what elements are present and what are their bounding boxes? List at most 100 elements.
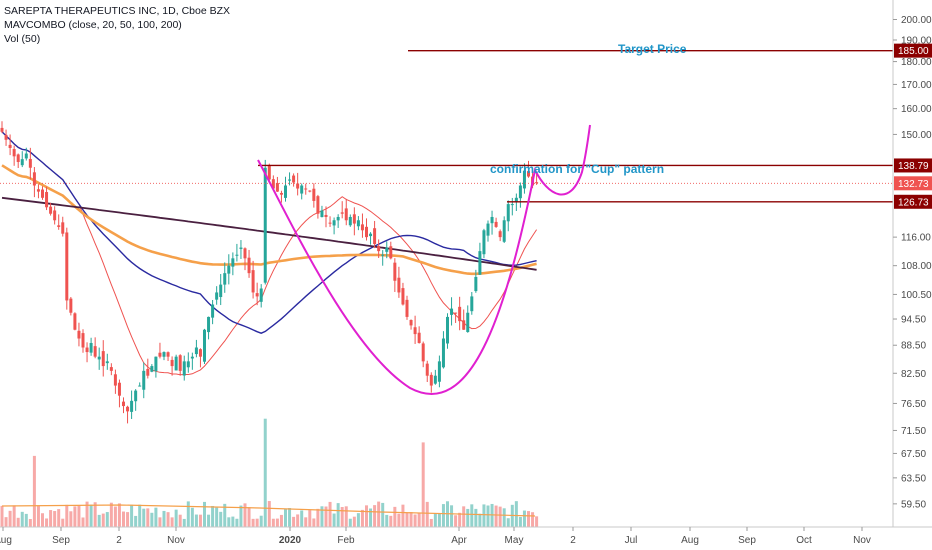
candle-body: [486, 223, 490, 236]
candle-body: [441, 338, 445, 368]
candle-body: [336, 216, 340, 221]
candle-body: [190, 356, 194, 359]
candle-body: [162, 352, 166, 357]
candle-body: [373, 228, 377, 245]
volume-bar: [275, 518, 279, 527]
volume-bar: [20, 511, 24, 527]
candle-body: [300, 185, 304, 194]
candle-body: [134, 390, 138, 402]
time-axis[interactable]: Aug Sep 2 Nov 2020 Feb Apr May 2 Jul Aug Sep Oct Nov: [0, 527, 871, 546]
volume-bar: [320, 506, 324, 527]
volume-bar: [130, 504, 134, 527]
candle-body: [417, 332, 421, 343]
candle-body: [369, 233, 373, 237]
volume-bar: [437, 513, 441, 527]
candle-body: [4, 134, 8, 140]
candle-body: [458, 306, 462, 322]
volume-bar: [251, 518, 255, 527]
candlesticks: [0, 121, 539, 424]
volume-bar: [41, 513, 44, 527]
candle-body: [284, 185, 287, 198]
ma-indicator-title[interactable]: MAVCOMBO (close, 20, 50, 100, 200): [4, 19, 182, 31]
volume-bar: [381, 502, 385, 527]
horizontal-levels[interactable]: 185.00 138.79 132.73 126.73: [0, 43, 932, 209]
volume-bar: [203, 501, 206, 527]
time-tick-label: Aug: [681, 535, 699, 546]
candle-body: [146, 368, 150, 376]
candle-body: [433, 375, 437, 384]
candle-body: [352, 214, 356, 224]
candle-body: [296, 183, 300, 189]
candle-body: [105, 361, 109, 364]
price-tick-label: 108.00: [901, 261, 932, 272]
volume-bar: [174, 509, 178, 527]
candle-body: [328, 222, 332, 224]
candle-body: [170, 359, 174, 367]
candle-body: [462, 320, 466, 330]
candle-body: [57, 225, 61, 227]
price-tick-label: 200.00: [901, 15, 932, 26]
price-axis[interactable]: 200.00 190.00 180.00 170.00 160.00 150.00 116.…: [0, 0, 932, 528]
candle-body: [109, 367, 113, 371]
volume-bar: [385, 514, 389, 527]
volume-bar: [308, 510, 312, 527]
volume-bar: [73, 506, 77, 527]
volume-bar: [211, 505, 215, 527]
price-tick-label: 180.00: [901, 57, 932, 68]
candle-body: [113, 374, 117, 386]
price-label-text: 126.73: [898, 197, 929, 208]
candle-body: [41, 189, 44, 198]
candle-body: [502, 220, 506, 242]
volume-bar: [77, 505, 81, 527]
volume-bar: [105, 512, 109, 527]
cup-confirmation-label: confirmation for "Cup" pattern: [490, 162, 665, 176]
candle-body: [81, 333, 85, 348]
time-tick-label: Aug: [0, 535, 12, 546]
candle-body: [535, 182, 539, 184]
volume-bar: [324, 506, 328, 527]
candle-body: [409, 319, 413, 326]
volume-bar: [198, 514, 202, 527]
volume-indicator-title[interactable]: Vol (50): [4, 33, 41, 45]
candle-body: [227, 265, 231, 274]
volume-bar: [514, 501, 518, 527]
candle-body: [389, 246, 393, 259]
candle-body: [85, 347, 89, 353]
candle-body: [324, 214, 328, 217]
candle-body: [12, 149, 16, 157]
volume-bar: [332, 513, 336, 527]
candle-body: [446, 316, 449, 344]
volume-bar: [498, 506, 502, 527]
volume-bar: [85, 501, 89, 527]
volume-bar: [150, 512, 154, 527]
candle-body: [385, 247, 389, 252]
volume-bar: [373, 505, 377, 527]
candle-body: [259, 288, 263, 302]
volume-bar: [190, 507, 194, 527]
candle-body: [401, 288, 405, 305]
candle-body: [166, 352, 170, 357]
candle-body: [89, 342, 93, 353]
volume-bar: [401, 504, 405, 527]
candle-body: [474, 276, 478, 292]
symbol-title[interactable]: SAREPTA THERAPEUTICS INC, 1D, Cboe BZX: [4, 5, 231, 17]
candle-body: [267, 165, 271, 180]
volume-bar: [365, 505, 368, 527]
candle-body: [506, 204, 510, 222]
candle-body: [36, 189, 40, 192]
candle-body: [223, 273, 227, 285]
volume-bar: [518, 516, 522, 527]
candle-body: [138, 385, 142, 387]
price-label-text: 185.00: [898, 46, 929, 57]
time-tick-label: Sep: [52, 535, 70, 546]
price-tick-label: 71.50: [901, 426, 926, 437]
ma20-line: [1, 131, 538, 376]
volume-bar: [312, 518, 316, 527]
cup-pattern-drawing[interactable]: [257, 124, 591, 395]
candle-body: [247, 257, 251, 274]
volume-bar: [486, 505, 490, 527]
price-label-box: [894, 194, 932, 209]
price-tick-label: 190.00: [901, 35, 932, 46]
volume-bar: [292, 516, 296, 527]
